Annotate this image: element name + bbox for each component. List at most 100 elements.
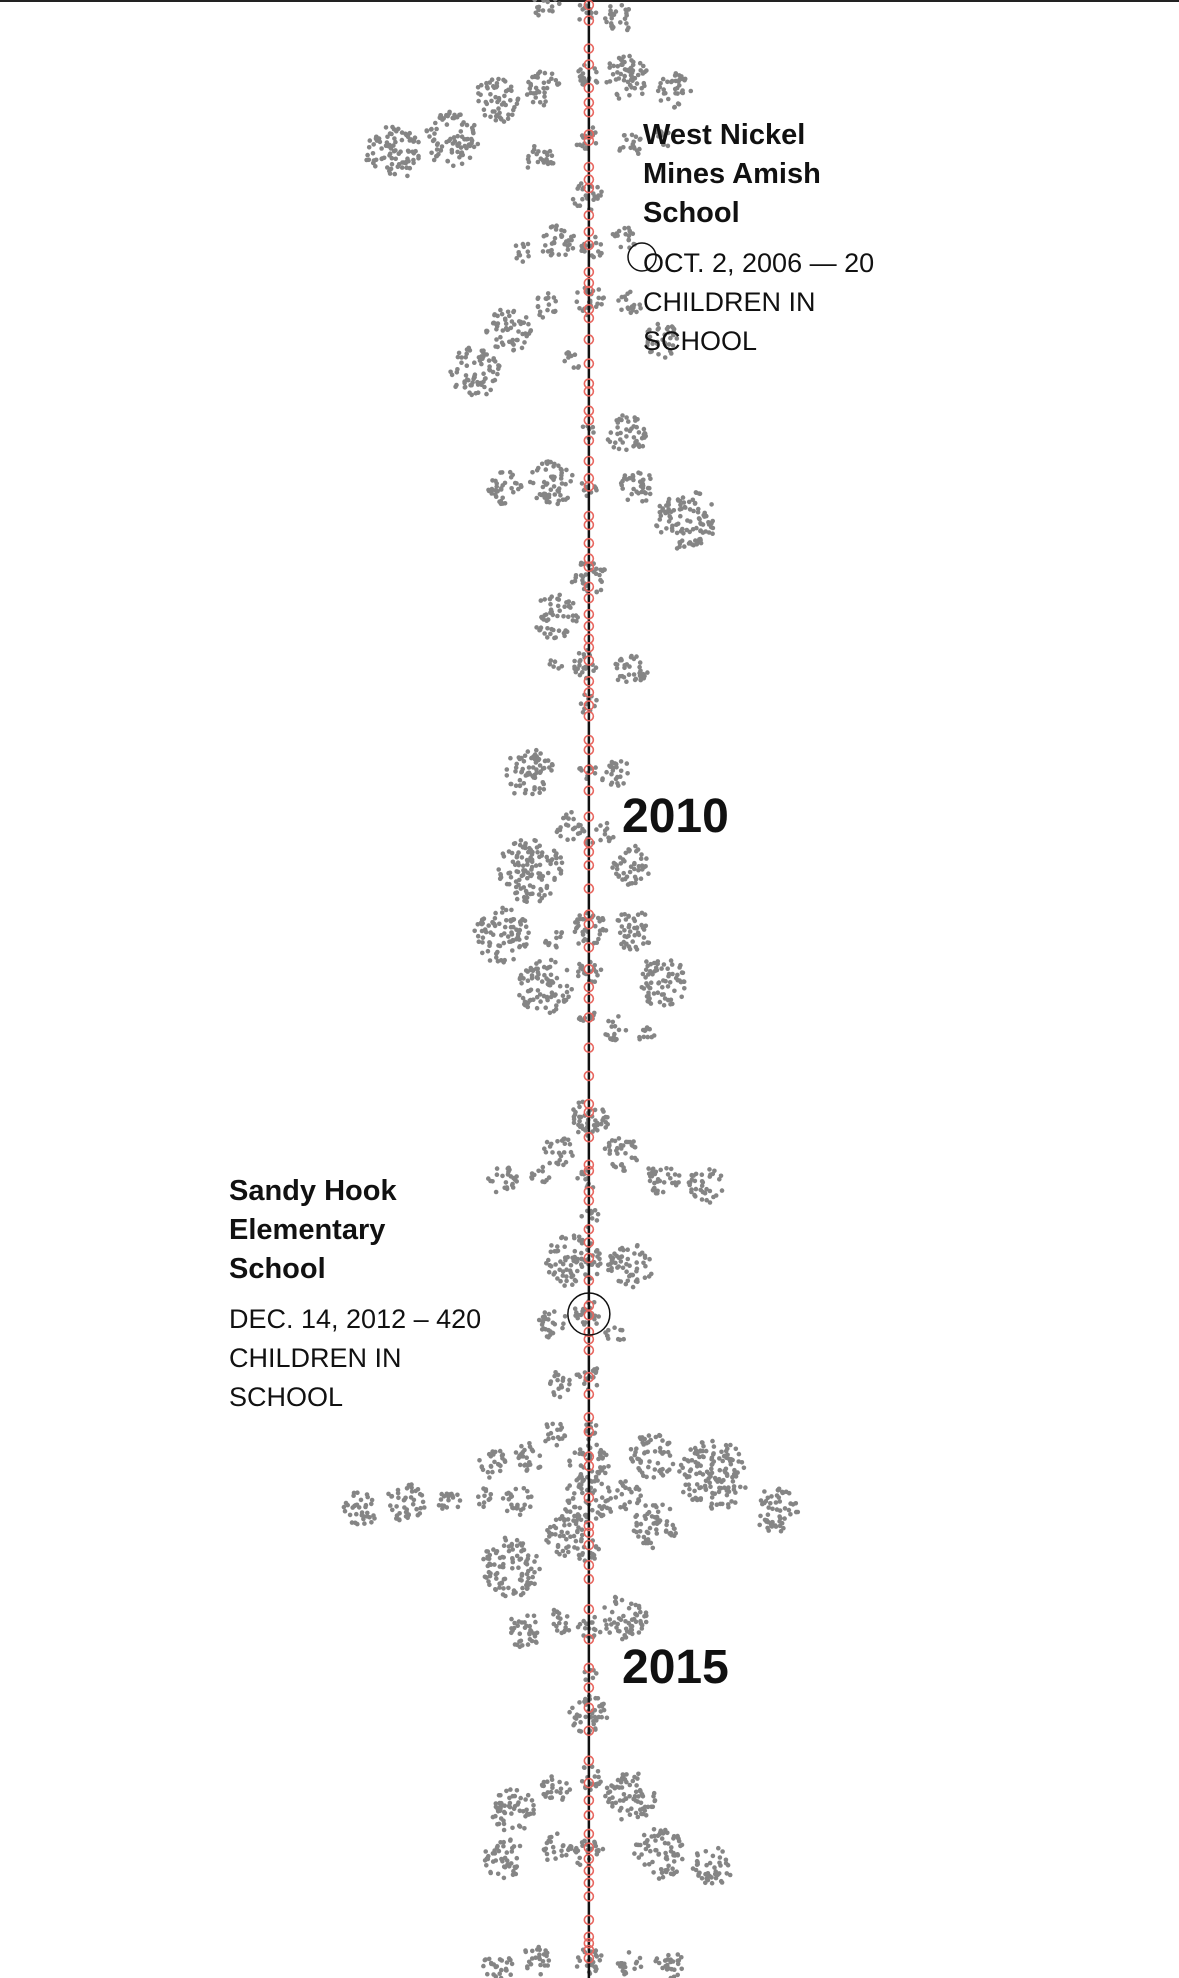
dot — [634, 309, 639, 315]
dot — [557, 983, 563, 989]
dot — [572, 1513, 577, 1519]
dot — [567, 1522, 572, 1528]
dot — [546, 295, 551, 301]
dot — [661, 1180, 667, 1185]
year-label: 2010 — [622, 790, 729, 843]
dot — [515, 1623, 520, 1628]
dot — [476, 1494, 481, 1499]
dot — [579, 1171, 584, 1177]
dot — [566, 1549, 571, 1555]
dot — [552, 1270, 558, 1275]
dot — [619, 924, 625, 929]
dot — [489, 77, 495, 82]
dot — [553, 943, 559, 949]
dot — [517, 975, 523, 981]
dot — [638, 876, 644, 881]
red-marker — [583, 1842, 595, 1853]
dot — [694, 1471, 699, 1477]
dot — [611, 834, 616, 840]
dot — [547, 1534, 552, 1539]
dot — [501, 1843, 506, 1849]
dot — [606, 1018, 611, 1024]
dot — [390, 124, 395, 130]
dot — [638, 136, 643, 142]
dot — [618, 1617, 624, 1623]
dot — [575, 1955, 581, 1960]
dot — [525, 1642, 531, 1647]
dot — [617, 658, 623, 663]
dot — [482, 1957, 488, 1963]
dot — [707, 1188, 713, 1194]
dot — [547, 1144, 553, 1149]
dot — [650, 1167, 655, 1173]
dot — [582, 655, 587, 660]
dot — [600, 1846, 606, 1852]
dot — [509, 932, 515, 937]
dot — [618, 768, 624, 774]
dot — [624, 941, 629, 947]
dot — [623, 1506, 629, 1512]
red-marker — [583, 43, 595, 54]
dot — [544, 150, 549, 156]
dot — [795, 1509, 801, 1515]
dot — [625, 771, 630, 776]
dot — [596, 1714, 601, 1720]
dot — [624, 477, 630, 482]
dot — [670, 343, 676, 348]
dot — [399, 137, 405, 143]
dot — [609, 1265, 614, 1271]
dot — [663, 1850, 668, 1856]
dot — [444, 139, 449, 145]
dot — [681, 979, 687, 984]
dot — [730, 1474, 735, 1480]
dot — [665, 79, 670, 85]
dot — [538, 1962, 543, 1968]
dot — [553, 1517, 559, 1523]
dot — [655, 339, 660, 345]
dot — [658, 530, 664, 535]
dot — [641, 1034, 647, 1040]
dot — [601, 567, 607, 572]
dot — [665, 984, 671, 989]
dot — [636, 1794, 641, 1799]
dot — [582, 1626, 588, 1631]
dot — [526, 930, 531, 936]
dot — [728, 1442, 733, 1448]
dot — [501, 1586, 506, 1591]
dot — [499, 470, 505, 475]
dot — [396, 162, 402, 167]
dot — [504, 767, 510, 772]
dot — [501, 1864, 507, 1869]
dot — [525, 1792, 531, 1798]
dot — [573, 1313, 578, 1318]
dot — [557, 592, 562, 598]
dot — [662, 332, 667, 338]
dot — [591, 197, 596, 202]
dot — [385, 165, 390, 170]
dot — [638, 1618, 643, 1624]
red-marker — [583, 1795, 595, 1806]
dot — [539, 461, 545, 467]
dot — [706, 530, 712, 535]
dot — [502, 924, 508, 930]
dot — [692, 1488, 697, 1494]
dot — [403, 1495, 408, 1501]
dot — [631, 486, 636, 492]
dot — [525, 1965, 530, 1971]
dot — [699, 1440, 705, 1445]
dot — [642, 1808, 648, 1813]
dot — [572, 1112, 578, 1117]
dot — [619, 912, 624, 917]
dot — [514, 869, 519, 874]
dot — [738, 1484, 743, 1490]
dot — [688, 519, 693, 524]
dot — [568, 1270, 574, 1276]
dot — [598, 567, 603, 573]
dot — [541, 1847, 547, 1852]
dot — [669, 962, 675, 967]
dot — [495, 371, 500, 377]
dot — [627, 1794, 632, 1799]
dot — [632, 85, 638, 91]
red-marker — [583, 1042, 595, 1053]
dot — [564, 1274, 569, 1279]
